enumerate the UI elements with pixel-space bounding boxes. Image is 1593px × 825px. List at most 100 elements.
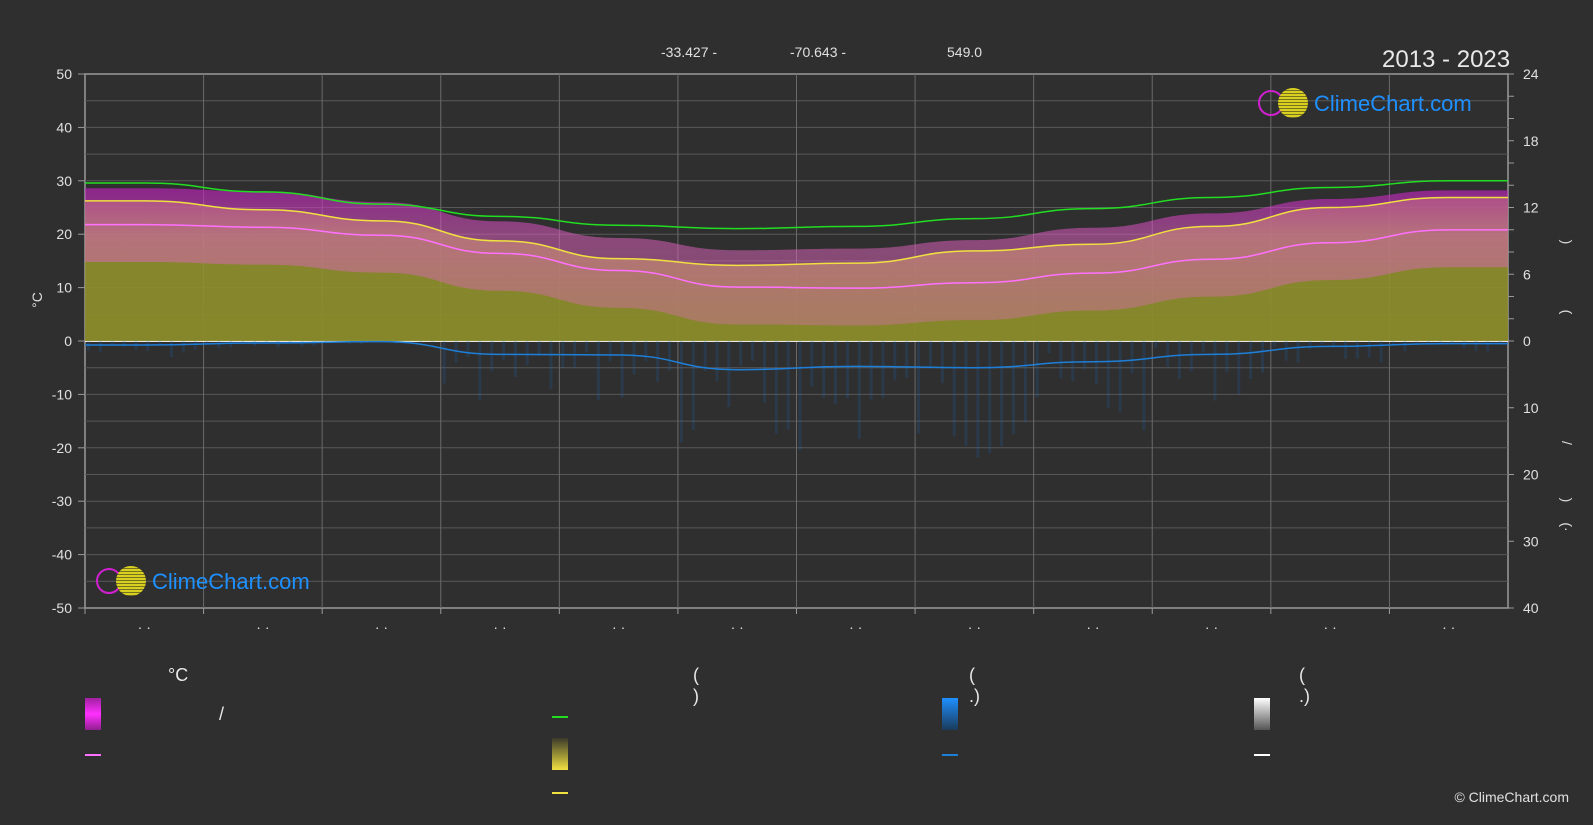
precip-bar: [1426, 341, 1430, 343]
legend-snow-head: ( .): [1299, 665, 1310, 706]
right-axis-label-glyph: (·: [1559, 522, 1575, 531]
month-label: · ·: [1205, 619, 1218, 635]
precip-bar: [1094, 341, 1098, 384]
right-axis-label-glyph: /: [1559, 441, 1575, 445]
month-label: · ·: [375, 619, 388, 635]
legend-precip-head: ( .): [969, 665, 980, 706]
legend-temp-head: °C: [168, 665, 189, 685]
precip-bar: [276, 341, 280, 348]
logo-top: ClimeChart.com: [1258, 88, 1472, 120]
precip-bar: [1213, 341, 1217, 401]
precip-bar: [1225, 341, 1229, 373]
precip-bar: [549, 341, 553, 389]
legend-temp-mean-swatch: [85, 754, 101, 756]
precip-bar: [110, 341, 114, 345]
precip-bar: [917, 341, 921, 434]
right-hours-tick-label: 18: [1523, 133, 1539, 149]
precip-bar: [608, 341, 612, 362]
precip-bar: [739, 341, 743, 366]
left-tick-label: 40: [56, 119, 72, 135]
month-label: · ·: [731, 619, 744, 635]
right-mm-tick-label: 20: [1523, 467, 1539, 483]
precip-bar: [1201, 341, 1205, 353]
month-label: · ·: [849, 619, 862, 635]
precip-bar: [1011, 341, 1015, 435]
precip-bar: [300, 341, 304, 347]
precip-bar: [1154, 341, 1158, 349]
precip-bar: [857, 341, 861, 439]
precip-bar: [1284, 341, 1288, 361]
precip-bar: [442, 341, 446, 384]
precip-bar: [988, 341, 992, 454]
precip-bar: [525, 341, 529, 366]
left-tick-label: 10: [56, 280, 72, 296]
left-tick-label: -50: [52, 600, 72, 616]
precip-bar: [644, 341, 648, 362]
precip-bar: [905, 341, 909, 378]
precip-bar: [170, 341, 174, 358]
precip-bar: [1355, 341, 1359, 359]
copyright: © ClimeChart.com: [1454, 789, 1569, 805]
period-label: 2013 - 2023: [1382, 46, 1511, 73]
precip-bar: [1391, 341, 1395, 345]
month-label: · ·: [968, 619, 981, 635]
sunshine-line: [84, 196, 1508, 267]
precip-bar: [952, 341, 956, 437]
right-hours-tick-label: 6: [1523, 266, 1531, 282]
right-mm-tick-label: 40: [1523, 600, 1539, 616]
left-tick-label: 0: [64, 333, 72, 349]
daylight-line: [84, 180, 1508, 230]
precip-bar: [1296, 341, 1300, 363]
precip-bar: [1415, 341, 1419, 345]
right-hours-tick-label: 0: [1523, 333, 1531, 349]
precip-bar: [774, 341, 778, 434]
precip-bar: [1118, 341, 1122, 413]
precip-bar: [1343, 341, 1347, 359]
precip-bar: [668, 341, 672, 371]
precip-bar: [193, 341, 197, 350]
month-label: · ·: [1442, 619, 1455, 635]
precip-bar: [964, 341, 968, 447]
precip-bar: [324, 341, 328, 342]
precip-bar: [596, 341, 600, 400]
precip-line: [84, 340, 1508, 371]
precip-bar: [1059, 341, 1063, 379]
precip-bar: [1450, 341, 1454, 343]
precip-bar: [229, 341, 233, 348]
legend-precip-line-swatch: [942, 754, 958, 756]
logo-text: ClimeChart.com: [1314, 91, 1472, 116]
precip-bar: [1379, 341, 1383, 363]
legend-temp-range-swatch: [85, 698, 101, 730]
left-tick-label: -10: [52, 386, 72, 402]
right-mm-tick-label: 10: [1523, 400, 1539, 416]
month-label: · ·: [256, 619, 269, 635]
precip-bar: [1474, 341, 1478, 352]
precip-bar: [834, 341, 838, 404]
precip-bar: [1249, 341, 1253, 380]
precip-bar: [691, 341, 695, 431]
left-tick-label: 20: [56, 226, 72, 242]
right-axis-label-glyph: ): [1559, 240, 1575, 245]
precip-bar: [217, 341, 221, 349]
precip-bar: [1035, 341, 1039, 398]
precip-bar: [869, 341, 873, 400]
precip-bar: [679, 341, 683, 443]
precip-bar: [312, 341, 316, 346]
precip-bar: [181, 341, 185, 353]
precip-bar: [1320, 341, 1324, 345]
precip-bar: [1000, 341, 1004, 447]
data-areas: [85, 188, 1508, 458]
precip-bar: [407, 341, 411, 342]
precip-bar: [158, 341, 162, 345]
precip-bar: [146, 341, 150, 352]
precip-bar: [1177, 341, 1181, 379]
latitude-label: -33.427 -: [661, 44, 718, 60]
precip-bar: [513, 341, 517, 377]
precip-bar: [1237, 341, 1241, 395]
logo-text: ClimeChart.com: [152, 569, 310, 594]
right-hours-tick-label: 12: [1523, 200, 1539, 216]
legend-precip-swatch: [942, 698, 958, 730]
precip-bar: [845, 341, 849, 399]
precip-bar: [1462, 341, 1466, 349]
